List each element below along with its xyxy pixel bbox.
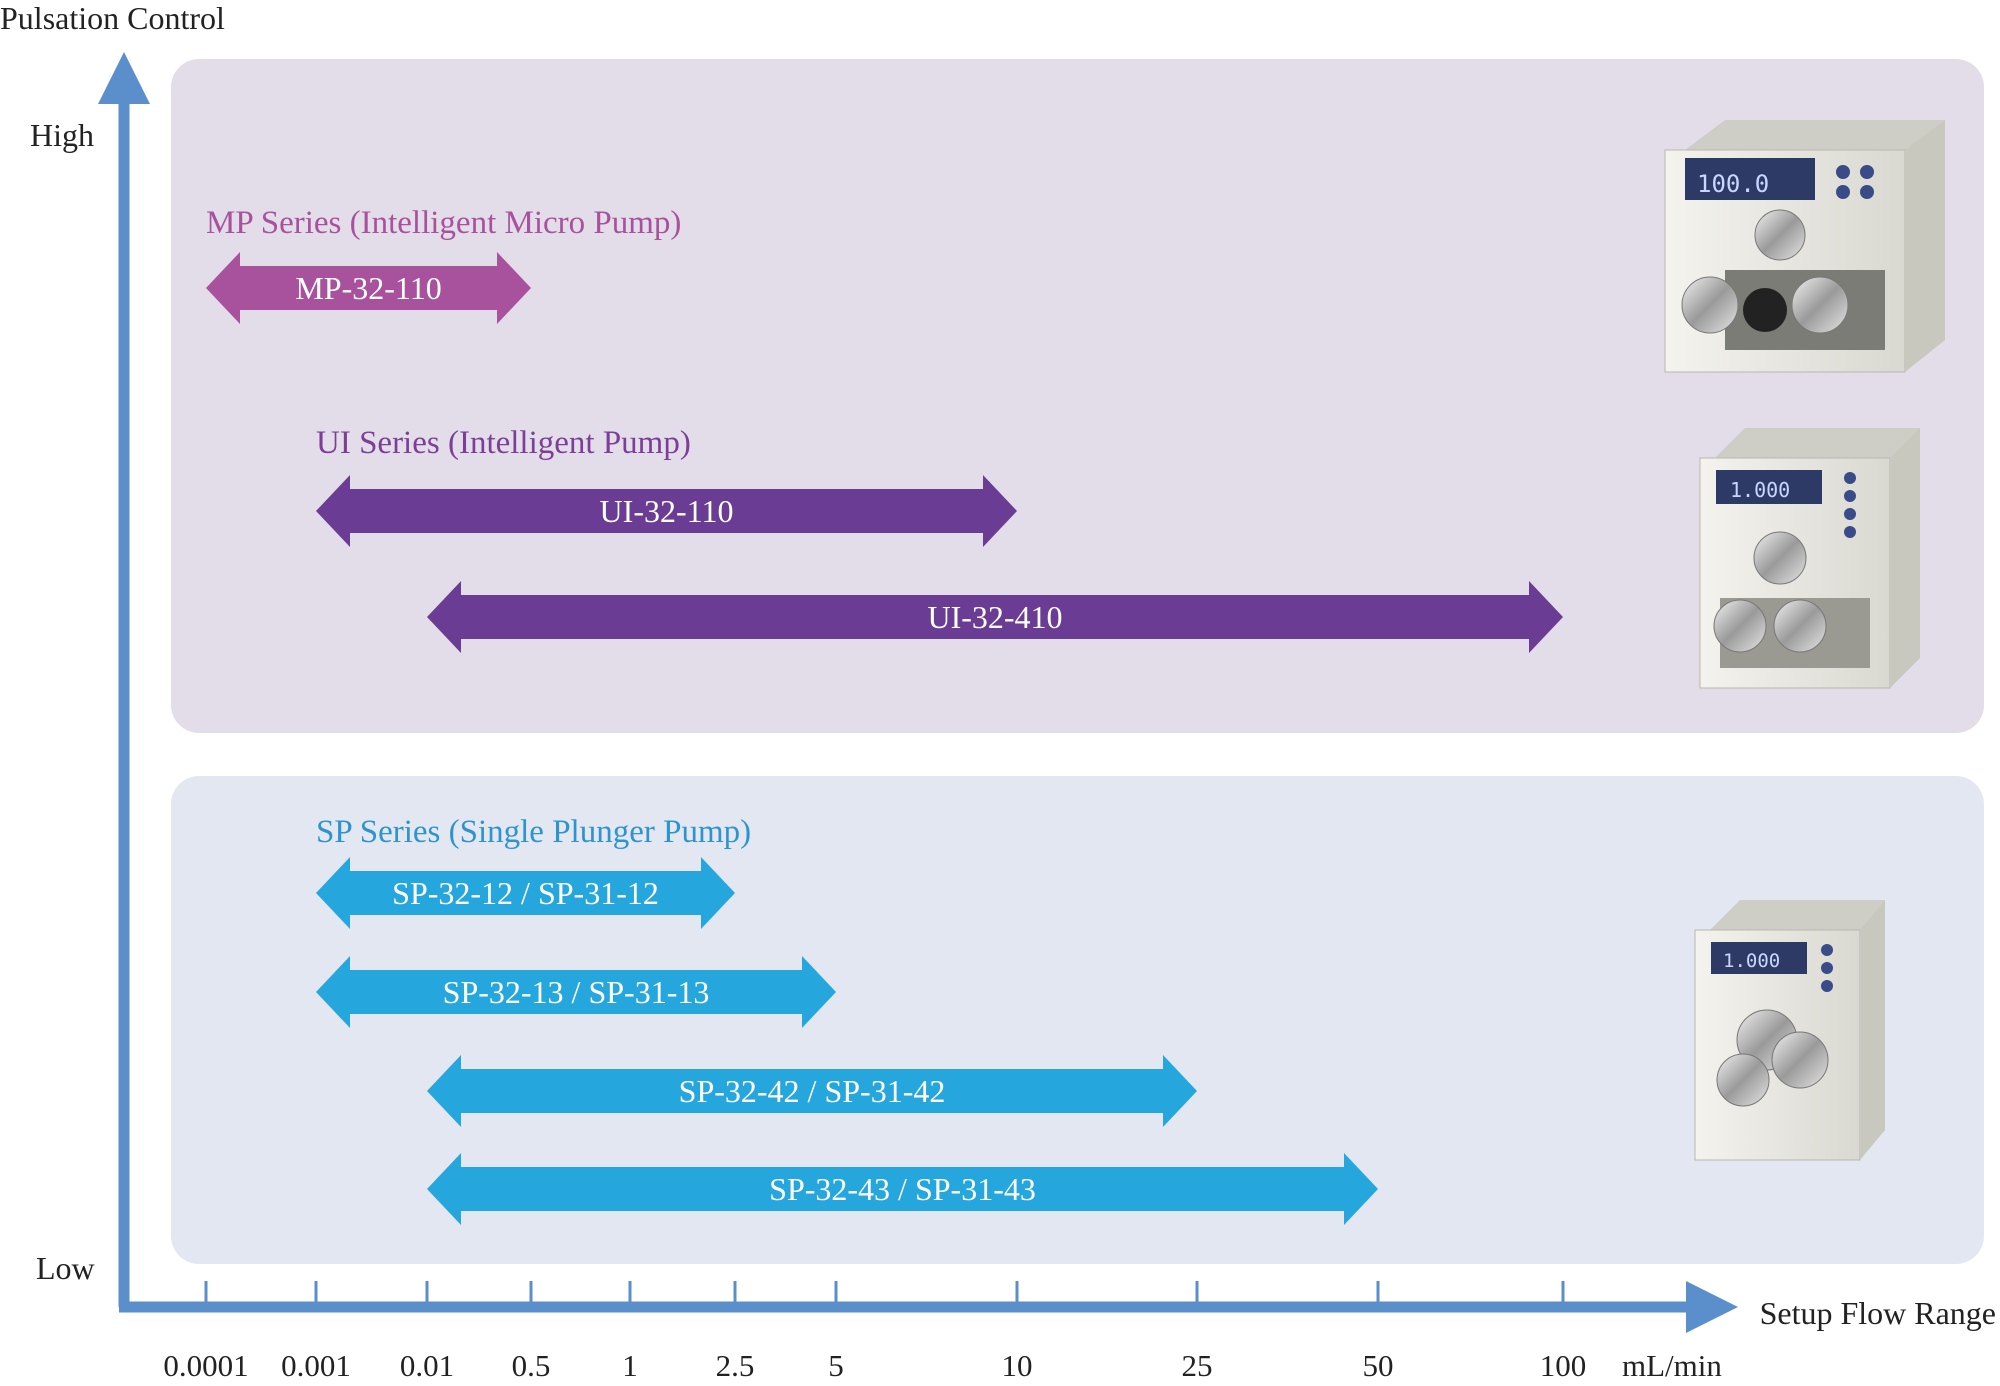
sp-pump-display: 1.000 bbox=[1723, 950, 1780, 972]
axes bbox=[98, 52, 1738, 1333]
x-tick-label: 10 bbox=[1002, 1348, 1033, 1383]
panel-high-pulsation bbox=[171, 59, 1984, 733]
y-high-label: High bbox=[30, 117, 94, 153]
x-tick-label: 0.001 bbox=[281, 1348, 351, 1383]
range-bar-label: MP-32-110 bbox=[295, 270, 441, 306]
y-axis-label: Pulsation Control bbox=[0, 0, 225, 36]
x-tick-label: 2.5 bbox=[716, 1348, 755, 1383]
ui-pump-display: 1.000 bbox=[1730, 478, 1790, 502]
x-tick-label: 0.5 bbox=[512, 1348, 551, 1383]
x-tick-label: 0.0001 bbox=[163, 1348, 248, 1383]
x-unit-label: mL/min bbox=[1622, 1348, 1722, 1383]
mp-series-title: MP Series (Intelligent Micro Pump) bbox=[206, 205, 681, 241]
x-tick-label: 25 bbox=[1182, 1348, 1213, 1383]
range-bar-sp-32-12-sp-31-12 bbox=[316, 857, 735, 929]
sp-pump-image: 1.000 bbox=[1694, 900, 1885, 1161]
x-tick-label: 5 bbox=[828, 1348, 844, 1383]
sp-series-title: SP Series (Single Plunger Pump) bbox=[316, 814, 751, 850]
x-tick-label: 1 bbox=[622, 1348, 638, 1383]
ui-series-title: UI Series (Intelligent Pump) bbox=[316, 425, 691, 461]
mp-pump-display: 100.0 bbox=[1697, 170, 1769, 198]
mp-pump-image: 100.0 bbox=[1664, 120, 1945, 373]
range-bar-label: UI-32-410 bbox=[927, 599, 1062, 635]
range-bar-label: SP-32-42 / SP-31-42 bbox=[679, 1073, 946, 1109]
range-bars: MP Series (Intelligent Micro Pump) MP-32-… bbox=[206, 205, 1563, 1225]
x-axis-label: Setup Flow Range bbox=[1760, 1295, 1996, 1331]
range-bar-sp-32-13-sp-31-13 bbox=[316, 956, 836, 1028]
y-low-label: Low bbox=[36, 1250, 95, 1286]
ui-pump-image: 1.000 bbox=[1699, 428, 1920, 689]
x-ticks: 0.0001 0.001 0.01 0.5 1 2.5 5 10 25 50 100 bbox=[163, 1281, 1586, 1383]
range-bar-sp-32-42-sp-31-42 bbox=[427, 1055, 1197, 1127]
range-bar-ui-32-110 bbox=[316, 475, 1017, 547]
x-tick-label: 50 bbox=[1363, 1348, 1394, 1383]
x-axis-arrowhead bbox=[1686, 1281, 1738, 1333]
range-bar-label: UI-32-110 bbox=[600, 493, 734, 529]
range-bar-label: SP-32-12 / SP-31-12 bbox=[392, 875, 659, 911]
x-tick-label: 100 bbox=[1540, 1348, 1587, 1383]
range-bar-ui-32-410 bbox=[427, 581, 1563, 653]
range-bar-label: SP-32-43 / SP-31-43 bbox=[769, 1171, 1036, 1207]
range-bar-label: SP-32-13 / SP-31-13 bbox=[443, 974, 710, 1010]
range-bar-sp-32-43-sp-31-43 bbox=[427, 1153, 1378, 1225]
x-tick-label: 0.01 bbox=[400, 1348, 454, 1383]
y-axis-arrowhead bbox=[98, 52, 150, 104]
range-bar-mp-32-110 bbox=[206, 252, 531, 324]
